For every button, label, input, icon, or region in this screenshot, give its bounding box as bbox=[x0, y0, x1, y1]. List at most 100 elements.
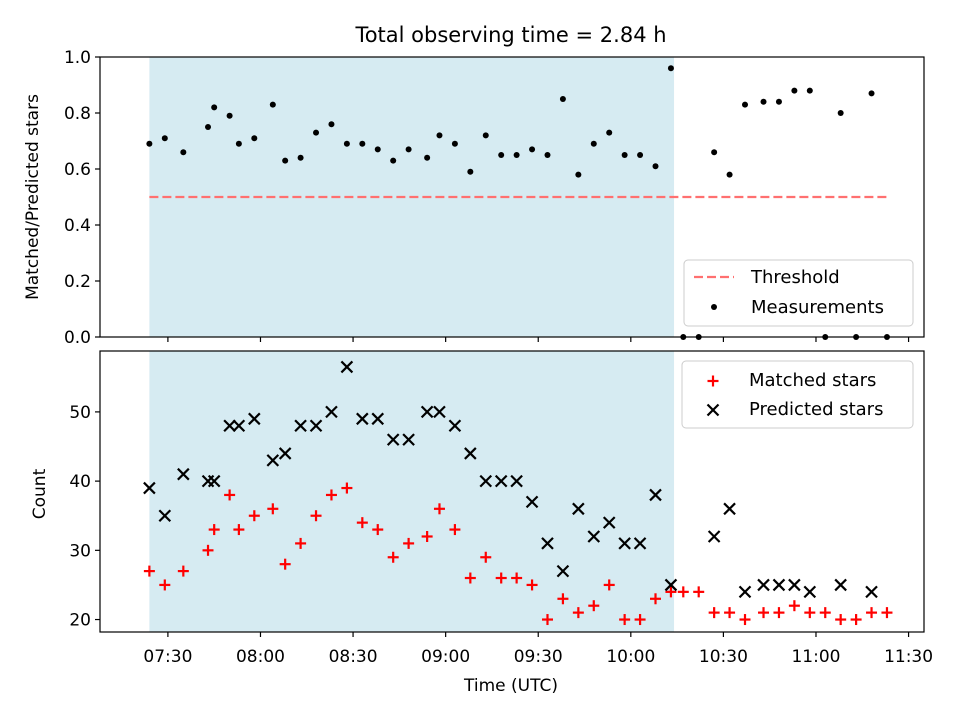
predicted-stars-point bbox=[633, 537, 647, 550]
measurement-point bbox=[775, 98, 782, 105]
measurement-point bbox=[313, 129, 320, 136]
predicted-stars-point-b bbox=[309, 419, 323, 433]
predicted-stars-point bbox=[325, 405, 338, 419]
x-tick-label: 10:30 bbox=[699, 647, 748, 667]
y-tick-label: 30 bbox=[69, 541, 91, 561]
matched-stars-point bbox=[804, 607, 816, 619]
predicted-stars-point-b bbox=[143, 481, 156, 495]
matched-stars-point bbox=[677, 586, 689, 598]
predicted-stars-point bbox=[865, 585, 878, 599]
measurement-point bbox=[390, 157, 397, 164]
predicted-stars-point bbox=[602, 516, 616, 529]
predicted-stars-point bbox=[834, 578, 847, 592]
predicted-stars-point bbox=[294, 419, 307, 433]
bottom-panel: 20 30 40 50 07:30 08:00 08:30 09:00 09:30 10:00 10… bbox=[69, 350, 933, 667]
predicted-stars-point-b bbox=[402, 433, 415, 446]
measurement-point bbox=[205, 124, 212, 130]
matched-stars-point bbox=[665, 586, 677, 598]
matched-stars-point bbox=[603, 579, 615, 591]
x-tick-label: 10:00 bbox=[606, 647, 655, 667]
x-tick-label: 11:00 bbox=[791, 647, 840, 667]
matched-stars-point bbox=[788, 600, 800, 612]
predicted-stars-point-b bbox=[834, 578, 847, 592]
x-tick-label: 09:30 bbox=[514, 647, 563, 667]
predicted-stars-point-b bbox=[464, 447, 477, 460]
measurement-point bbox=[211, 104, 218, 111]
y-tick-label: 20 bbox=[69, 611, 91, 631]
measurement-point bbox=[424, 154, 431, 161]
matched-stars-point bbox=[267, 503, 279, 515]
predicted-stars-point-b bbox=[723, 502, 736, 516]
predicted-stars-point-b bbox=[248, 412, 261, 426]
predicted-stars-point bbox=[158, 509, 172, 523]
matched-stars-point bbox=[433, 503, 445, 515]
legend-measurements-label: Measurements bbox=[751, 297, 884, 318]
matched-stars-point bbox=[758, 607, 770, 619]
measurement-point bbox=[575, 171, 582, 178]
matched-stars-point bbox=[541, 614, 553, 626]
matched-stars-point bbox=[325, 489, 337, 501]
predicted-stars-point-b bbox=[356, 412, 369, 426]
matched-stars-point bbox=[403, 537, 415, 549]
predicted-stars-point bbox=[207, 474, 221, 488]
y-tick-label: 1.0 bbox=[64, 48, 91, 68]
matched-stars-point bbox=[835, 614, 847, 626]
x-tick-label: 08:00 bbox=[236, 647, 285, 667]
x-tick-label: 07:30 bbox=[143, 647, 192, 667]
top-y-axis-label: Matched/Predicted stars bbox=[23, 94, 43, 300]
matched-stars-point bbox=[208, 524, 220, 536]
legend-predicted-swatch-b bbox=[706, 403, 720, 417]
predicted-stars-point-b bbox=[448, 419, 462, 433]
y-tick-label: 0.0 bbox=[64, 328, 91, 348]
predicted-stars-point-b bbox=[772, 578, 786, 592]
measurement-point bbox=[621, 152, 628, 158]
y-tick-label: 40 bbox=[69, 472, 91, 492]
predicted-stars-point bbox=[386, 433, 400, 446]
predicted-stars-point bbox=[356, 412, 369, 426]
measurement-point bbox=[146, 140, 153, 147]
legend-threshold-label: Threshold bbox=[750, 267, 840, 288]
measurement-point bbox=[359, 140, 366, 147]
predicted-stars-point-b bbox=[278, 447, 292, 460]
measurement-point bbox=[161, 135, 168, 142]
predicted-stars-point bbox=[738, 585, 752, 599]
matched-stars-point bbox=[310, 510, 322, 522]
matched-stars-point bbox=[693, 586, 705, 598]
predicted-stars-point bbox=[525, 495, 539, 509]
predicted-stars-point bbox=[664, 578, 678, 592]
predicted-stars-point bbox=[248, 412, 261, 426]
x-axis-label: Time (UTC) bbox=[463, 676, 558, 696]
predicted-stars-point bbox=[510, 474, 523, 488]
predicted-stars-point bbox=[494, 474, 508, 488]
matched-stars-point bbox=[202, 544, 214, 556]
matched-stars-point bbox=[708, 607, 720, 619]
measurement-point bbox=[269, 101, 276, 108]
shaded-span bbox=[149, 351, 675, 632]
top-panel: 0.0 0.2 0.4 0.6 0.8 1.0 Threshold Measurements bbox=[64, 48, 925, 348]
matched-stars-point bbox=[224, 489, 236, 501]
figure-title: Total observing time = 2.84 h bbox=[354, 23, 666, 47]
measurement-point bbox=[806, 87, 813, 94]
matched-stars-point bbox=[449, 524, 461, 536]
predicted-stars-point-b bbox=[340, 360, 354, 374]
measurement-point bbox=[742, 101, 749, 108]
predicted-stars-point bbox=[177, 467, 190, 481]
measurement-point bbox=[559, 96, 566, 102]
predicted-stars-point-b bbox=[664, 578, 678, 592]
matched-stars-point bbox=[773, 607, 785, 619]
measurement-point bbox=[544, 152, 551, 158]
measurement-point bbox=[282, 157, 289, 164]
predicted-stars-point bbox=[464, 447, 477, 460]
measurement-point bbox=[374, 146, 381, 153]
predicted-stars-point-b bbox=[602, 516, 616, 529]
predicted-stars-point bbox=[223, 419, 236, 433]
legend-matched-label: Matched stars bbox=[749, 370, 876, 391]
predicted-stars-point-b bbox=[177, 467, 190, 481]
legend-predicted-label: Predicted stars bbox=[749, 399, 883, 420]
predicted-stars-point-b bbox=[618, 537, 631, 550]
matched-stars-point bbox=[356, 517, 368, 529]
predicted-stars-point-b bbox=[541, 537, 554, 550]
predicted-stars-point-b bbox=[738, 585, 752, 599]
predicted-stars-point bbox=[433, 405, 446, 419]
